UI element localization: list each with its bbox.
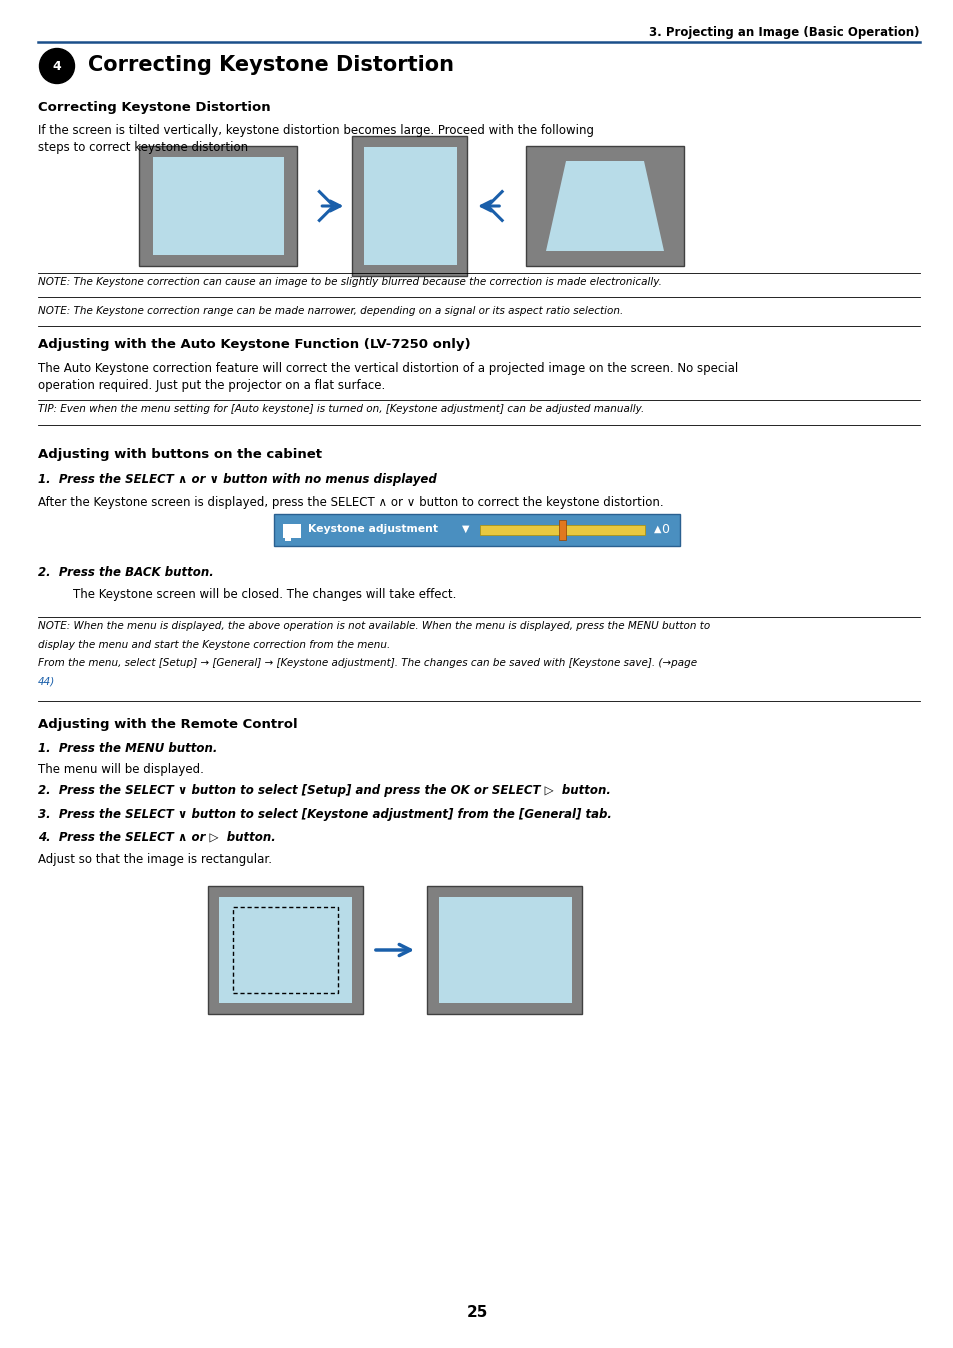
Text: Adjusting with the Remote Control: Adjusting with the Remote Control (38, 718, 297, 731)
Text: 3.  Press the SELECT ∨ button to select [Keystone adjustment] from the [General]: 3. Press the SELECT ∨ button to select [… (38, 807, 611, 821)
Bar (427, 886, 582, 1014)
Text: Correcting Keystone Distortion: Correcting Keystone Distortion (38, 101, 271, 115)
Polygon shape (545, 160, 663, 251)
Text: 25: 25 (466, 1305, 487, 1320)
Text: Adjusting with the Auto Keystone Function (LV-7250 only): Adjusting with the Auto Keystone Functio… (38, 338, 470, 350)
Text: NOTE: The Keystone correction range can be made narrower, depending on a signal : NOTE: The Keystone correction range can … (38, 306, 622, 315)
Bar (479, 524, 644, 535)
Text: Keystone adjustment: Keystone adjustment (307, 524, 437, 534)
Text: 4: 4 (52, 59, 61, 73)
Bar (152, 156, 283, 255)
Bar (438, 896, 571, 1003)
Text: 2.  Press the BACK button.: 2. Press the BACK button. (38, 566, 213, 580)
Text: display the menu and start the Keystone correction from the menu.: display the menu and start the Keystone … (38, 639, 390, 650)
Text: The Auto Keystone correction feature will correct the vertical distortion of a p: The Auto Keystone correction feature wil… (38, 363, 738, 392)
Text: From the menu, select [Setup] → [General] → [Keystone adjustment]. The changes c: From the menu, select [Setup] → [General… (38, 658, 697, 669)
Bar (218, 896, 351, 1003)
Text: NOTE: The Keystone correction can cause an image to be slightly blurred because : NOTE: The Keystone correction can cause … (38, 276, 661, 287)
Text: 0: 0 (660, 523, 669, 535)
Text: 4.  Press the SELECT ∧ or ▷  button.: 4. Press the SELECT ∧ or ▷ button. (38, 830, 275, 844)
Text: Adjust so that the image is rectangular.: Adjust so that the image is rectangular. (38, 853, 272, 865)
Bar (558, 520, 565, 541)
Circle shape (39, 49, 74, 84)
Text: Correcting Keystone Distortion: Correcting Keystone Distortion (88, 55, 454, 75)
Text: 1.  Press the MENU button.: 1. Press the MENU button. (38, 741, 217, 755)
Bar (363, 147, 456, 266)
Text: 1.  Press the SELECT ∧ or ∨ button with no menus displayed: 1. Press the SELECT ∧ or ∨ button with n… (38, 473, 436, 487)
Text: The Keystone screen will be closed. The changes will take effect.: The Keystone screen will be closed. The … (73, 588, 456, 601)
Bar (282, 524, 300, 538)
Text: TIP: Even when the menu setting for [Auto keystone] is turned on, [Keystone adju: TIP: Even when the menu setting for [Aut… (38, 404, 643, 414)
Text: ▼: ▼ (461, 524, 469, 534)
Bar (525, 146, 683, 266)
Bar (139, 146, 296, 266)
Text: After the Keystone screen is displayed, press the SELECT ∧ or ∨ button to correc: After the Keystone screen is displayed, … (38, 496, 663, 510)
Bar (284, 537, 291, 541)
Text: Adjusting with buttons on the cabinet: Adjusting with buttons on the cabinet (38, 448, 322, 461)
Bar (274, 514, 679, 546)
Text: NOTE: When the menu is displayed, the above operation is not available. When the: NOTE: When the menu is displayed, the ab… (38, 621, 709, 631)
Text: The menu will be displayed.: The menu will be displayed. (38, 763, 204, 776)
Text: 2.  Press the SELECT ∨ button to select [Setup] and press the OK or SELECT ▷  bu: 2. Press the SELECT ∨ button to select [… (38, 785, 610, 797)
Bar (352, 136, 467, 276)
Text: 3. Projecting an Image (Basic Operation): 3. Projecting an Image (Basic Operation) (649, 26, 919, 39)
Text: ▲: ▲ (653, 524, 660, 534)
Bar (233, 907, 337, 993)
Text: 44): 44) (38, 677, 55, 686)
Text: If the screen is tilted vertically, keystone distortion becomes large. Proceed w: If the screen is tilted vertically, keys… (38, 124, 594, 154)
Bar (208, 886, 362, 1014)
